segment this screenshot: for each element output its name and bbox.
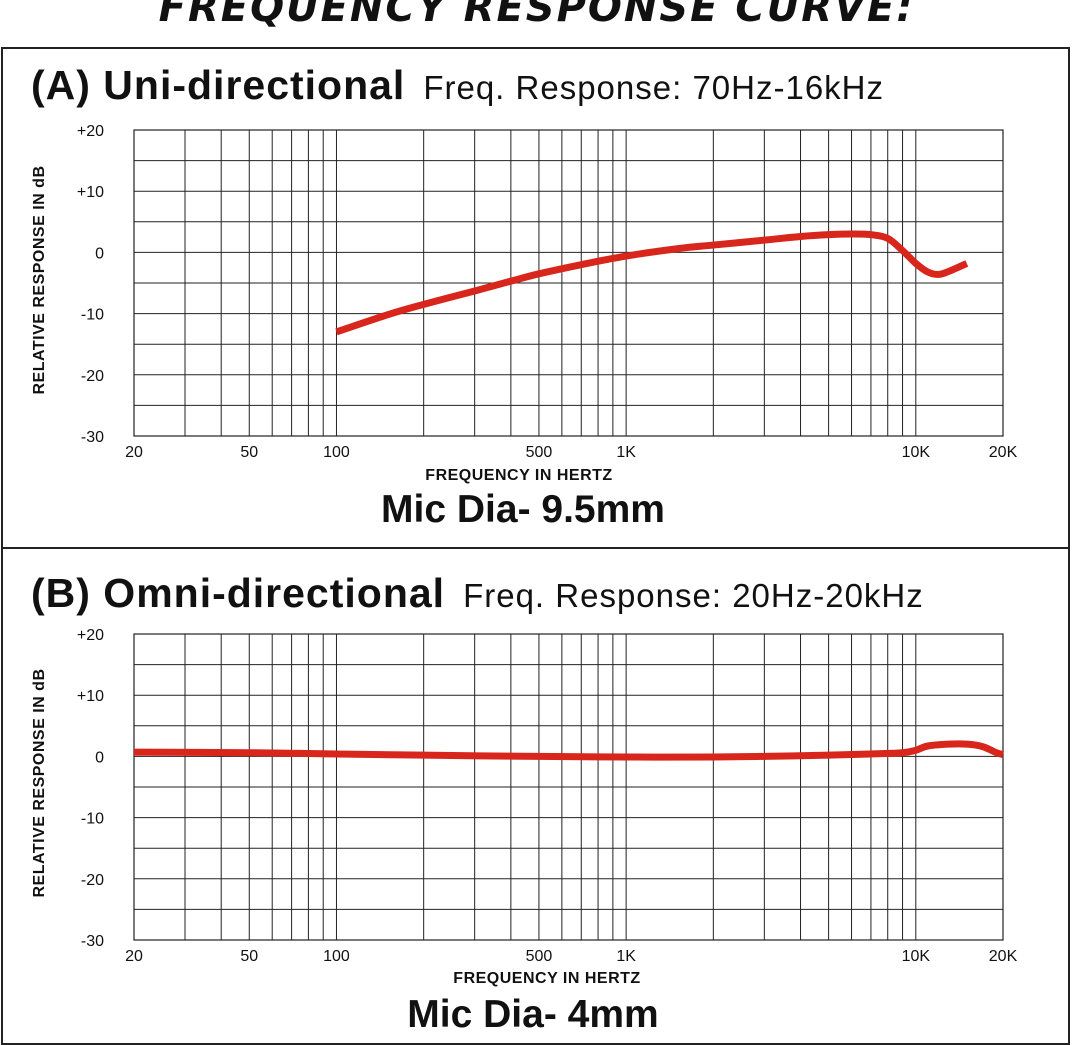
- chart-b-caption: Mic Dia- 4mm: [407, 993, 659, 1036]
- chart-b-xtick-label: 100: [323, 948, 350, 965]
- chart-a-xtick-label: 1K: [616, 444, 636, 461]
- page-title: FREQUENCY RESPONSE CURVE:: [158, 0, 915, 31]
- chart-panel-b: [1, 547, 1070, 1045]
- chart-b-ytick-label: -30: [81, 933, 104, 950]
- chart-b-title: (B) Omni-directional: [31, 570, 446, 616]
- chart-b-ytick-label: +20: [77, 627, 104, 644]
- chart-a-ytick-label: -20: [81, 368, 104, 385]
- chart-b-response-curve: [133, 740, 1004, 761]
- chart-b-subtitle: Freq. Response: 20Hz-20kHz: [463, 577, 924, 614]
- chart-b-ytick-label: 0: [95, 749, 104, 766]
- chart-b-ytick-label: -20: [81, 872, 104, 889]
- chart-a-xlabel: FREQUENCY IN HERTZ: [425, 467, 613, 484]
- chart-a-ytick-label: +10: [77, 184, 104, 201]
- chart-a-ytick-label: 0: [95, 245, 104, 262]
- chart-b-xtick-label: 10K: [902, 948, 931, 965]
- chart-b-ytick-label: +10: [77, 688, 104, 705]
- chart-b-xtick-label: 20: [125, 948, 143, 965]
- chart-b-xtick-label: 500: [526, 948, 553, 965]
- chart-a-xtick-label: 10K: [902, 444, 931, 461]
- chart-b-xtick-label: 20K: [989, 948, 1018, 965]
- chart-a-ytick-label: -30: [81, 429, 104, 446]
- chart-a-subtitle: Freq. Response: 70Hz-16kHz: [423, 69, 885, 106]
- chart-a-xtick-label: 500: [526, 444, 553, 461]
- chart-a-plot-frame: [133, 129, 1004, 437]
- chart-b-plot-frame: [133, 633, 1004, 941]
- chart-a-response-curve: [335, 230, 969, 336]
- chart-b-xlabel: FREQUENCY IN HERTZ: [453, 970, 641, 987]
- chart-b-xtick-label: 1K: [616, 948, 636, 965]
- chart-a-ytick-label: -10: [81, 307, 104, 324]
- chart-a-caption: Mic Dia- 9.5mm: [381, 488, 665, 531]
- chart-a-xtick-label: 20K: [989, 444, 1018, 461]
- chart-a-xtick-label: 20: [125, 444, 143, 461]
- chart-a-ytick-label: +20: [77, 123, 104, 140]
- chart-b-xtick-label: 50: [240, 948, 258, 965]
- chart-b-ytick-label: -10: [81, 811, 104, 828]
- chart-a-xtick-label: 50: [240, 444, 258, 461]
- chart-a-heading: (A) Uni-directional Freq. Response: 70Hz-…: [31, 62, 884, 109]
- chart-a-xtick-label: 100: [323, 444, 350, 461]
- chart-b-heading: (B) Omni-directional Freq. Response: 20Hz…: [31, 570, 924, 617]
- chart-a-title: (A) Uni-directional: [31, 62, 406, 108]
